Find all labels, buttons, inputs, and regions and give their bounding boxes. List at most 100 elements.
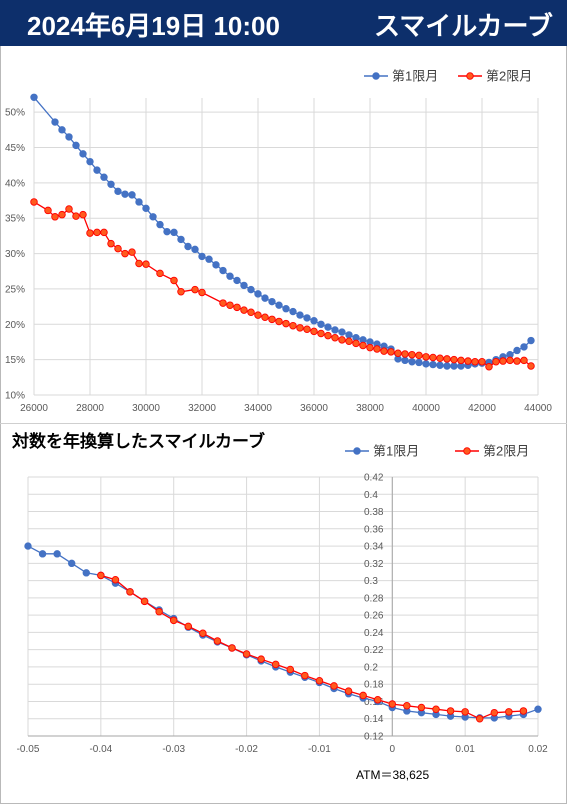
chart1-series2-point — [394, 349, 402, 358]
chart1-series1-point — [135, 198, 143, 206]
chart1-y-tick-label: 20% — [5, 320, 25, 331]
chart1-series1-point — [268, 297, 276, 306]
chart2-series2-point — [199, 629, 207, 638]
chart1-series1-point — [324, 323, 332, 331]
chart1-x-tick-label: 26000 — [20, 403, 48, 414]
chart2-series1-point — [24, 542, 32, 550]
chart1-series2-point — [289, 321, 297, 330]
chart2-series2-point — [257, 655, 265, 663]
chart2-series2-point — [359, 691, 367, 700]
chart1-series1-point — [247, 285, 255, 294]
chart1-series2-point — [485, 362, 493, 371]
chart1-legend-marker-2 — [466, 72, 474, 80]
chart1-y-tick-label: 15% — [5, 355, 25, 366]
atm-label: ATM＝38,625 — [356, 768, 430, 782]
chart1-series1-point — [79, 150, 87, 158]
chart1-y-tick-label: 40% — [5, 178, 25, 189]
chart1-series1-point — [254, 290, 262, 298]
chart2-series2-point — [228, 644, 236, 652]
header-date: 2024年6月19日 10:00 — [27, 11, 280, 41]
chart1-series1-point — [415, 358, 423, 367]
chart1-series2-point — [275, 317, 283, 326]
chart1-series2-point — [51, 213, 59, 221]
chart1-series2-point — [198, 288, 206, 297]
chart2-series2-point — [505, 708, 513, 716]
chart2-series2-point — [315, 676, 324, 685]
chart1-y-tick-label: 50% — [5, 108, 25, 119]
chart2-series2-point — [126, 588, 134, 596]
chart1-series1-point — [275, 301, 283, 309]
chart1-series1-point — [177, 235, 185, 244]
chart1-series1-point — [100, 173, 108, 181]
chart2-x-tick-label: -0.03 — [162, 744, 185, 755]
chart1-y-tick-label: 45% — [5, 143, 25, 154]
chart2-series2-point — [301, 671, 309, 680]
chart2-y-tick-label: 0.16 — [364, 697, 384, 708]
chart1-series1-point — [296, 311, 304, 319]
chart1-x-tick-label: 32000 — [188, 403, 216, 414]
chart2-series2-point — [184, 622, 193, 631]
chart1-series2-point — [471, 358, 479, 366]
chart1-series2-point — [513, 357, 521, 365]
chart2-title: 対数を年換算したスマイルカーブ — [12, 432, 265, 451]
chart1-series2-point — [226, 301, 234, 309]
chart1-series2-point — [520, 356, 528, 365]
header-title: スマイルカーブ — [374, 11, 553, 41]
chart2-series2-point — [461, 708, 469, 716]
chart1-series2-point — [107, 239, 115, 248]
chart2-series1-point — [82, 569, 90, 577]
chart1-series2-point — [254, 311, 262, 319]
chart1-series1-point — [261, 294, 269, 302]
chart2-legend-label-2: 第2限月 — [483, 444, 529, 459]
chart2-y-tick-label: 0.14 — [364, 714, 384, 725]
chart2-series2-point — [213, 637, 222, 645]
chart2-series2-point — [373, 695, 382, 704]
chart1-series2-point — [72, 212, 80, 220]
chart2-series2-point — [446, 707, 455, 715]
chart-divider — [0, 423, 567, 424]
chart1-series1-point — [240, 281, 248, 290]
chart2-series1-point — [38, 550, 47, 558]
chart2-series-line-2 — [100, 574, 524, 720]
chart2-series2-point — [403, 702, 411, 710]
chart1-series1-point — [443, 362, 451, 370]
chart1-series2-point — [492, 358, 500, 366]
chart1-series1-point — [226, 272, 234, 280]
chart1-series2-point — [317, 329, 325, 338]
chart2-series2-point — [417, 703, 426, 712]
chart2-series1-point — [68, 559, 76, 568]
chart1-series1-point — [317, 320, 325, 328]
chart1-series1-point — [233, 276, 241, 285]
chart1-series2-point — [86, 229, 94, 237]
chart1-series1-point — [107, 180, 115, 188]
chart1-series2-point — [268, 315, 276, 324]
chart2-y-tick-label: 0.22 — [364, 645, 384, 656]
chart2-legend-label-1: 第1限月 — [373, 444, 419, 459]
chart1-series1-point — [170, 228, 178, 237]
chart1-series2-point — [58, 210, 66, 219]
chart1-series1-point — [184, 242, 192, 251]
chart1-series2-point — [296, 324, 304, 332]
chart1-series1-point — [429, 360, 437, 369]
chart1-series2-point — [324, 331, 332, 340]
chart1-series1-point — [121, 190, 129, 198]
chart2-series2-point — [330, 682, 338, 690]
chart1-series1-point — [331, 326, 339, 334]
chart1-series2-point — [156, 269, 164, 278]
chart1-x-tick-label: 38000 — [356, 403, 384, 414]
chart2-x-tick-label: -0.04 — [89, 744, 112, 755]
chart1-series2-point — [240, 306, 248, 314]
chart1-series1-point — [401, 356, 409, 365]
chart1-series1-point — [282, 305, 290, 313]
chart1-series1-point — [163, 227, 171, 236]
chart2-legend-marker-1 — [353, 447, 361, 455]
chart1-series-line-2 — [33, 201, 532, 368]
chart2-series2-point — [475, 714, 484, 723]
chart1-series2-point — [436, 354, 444, 362]
chart1-series2-point — [373, 345, 381, 353]
chart1-series1-point — [72, 141, 80, 150]
chart1-series1-point — [65, 133, 73, 141]
chart1-x-tick-label: 36000 — [300, 403, 328, 414]
chart2-series2-point — [388, 700, 397, 708]
chart1-series2-point — [408, 350, 416, 359]
